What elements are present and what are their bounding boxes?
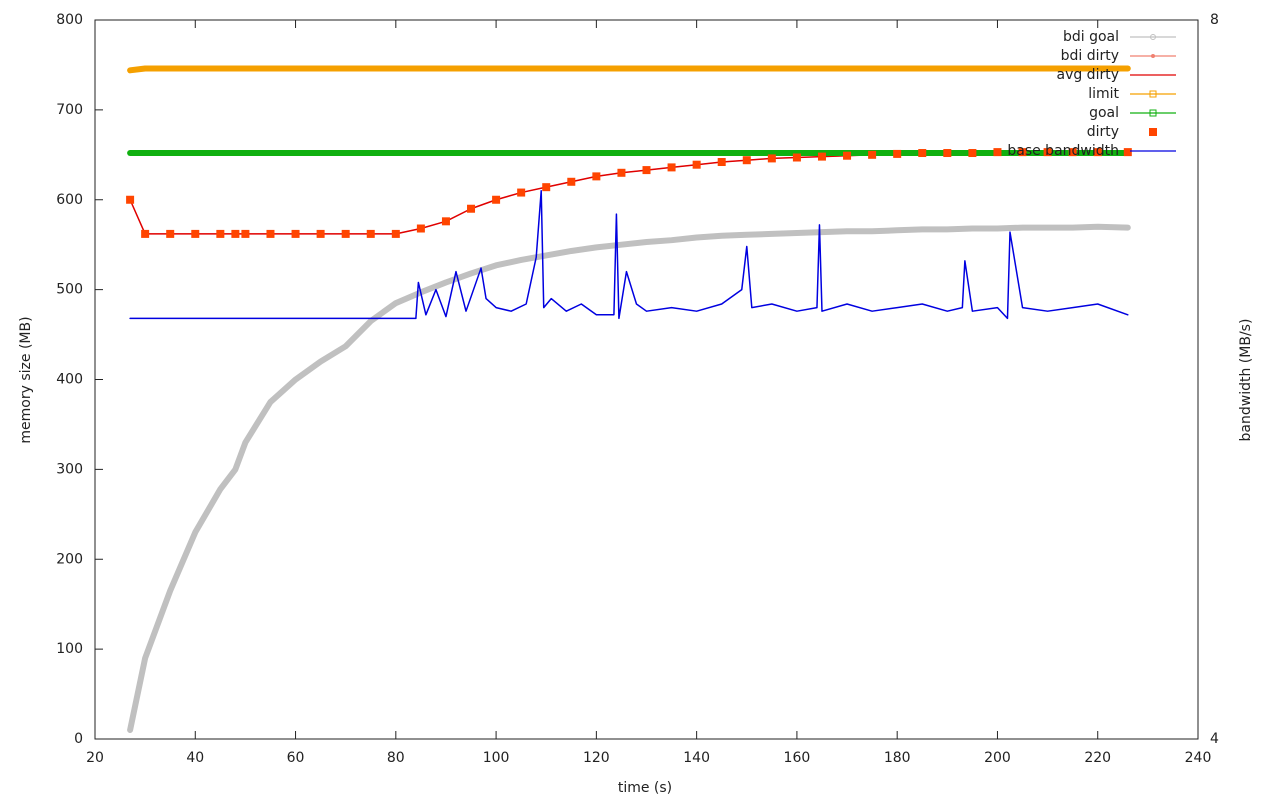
y-axis-label: memory size (MB) <box>18 316 34 443</box>
data-point <box>767 154 776 163</box>
x-axis-label: time (s) <box>618 780 672 796</box>
y-tick-label: 100 <box>56 641 83 657</box>
data-point <box>567 177 576 186</box>
y-tick-label: 300 <box>56 461 83 477</box>
x-tick-label: 120 <box>583 750 610 766</box>
data-point <box>642 166 651 175</box>
data-point <box>341 229 350 238</box>
data-point <box>467 204 476 213</box>
data-point <box>943 149 952 158</box>
data-point <box>141 229 150 238</box>
data-point <box>517 188 526 197</box>
data-point <box>241 229 250 238</box>
x-tick-label: 60 <box>287 750 305 766</box>
data-point <box>266 229 275 238</box>
data-point <box>817 152 826 161</box>
y-tick-label: 700 <box>56 102 83 118</box>
series-line <box>127 65 1131 74</box>
y2-tick-label: 4 <box>1210 731 1219 747</box>
data-point <box>717 158 726 167</box>
plot-border <box>94 19 1199 740</box>
legend-label: dirty <box>1087 124 1119 140</box>
x-tick-label: 200 <box>984 750 1011 766</box>
x-tick-label: 220 <box>1084 750 1111 766</box>
x-tick-label: 80 <box>387 750 405 766</box>
data-point <box>742 156 751 165</box>
data-point <box>1093 148 1102 157</box>
data-point <box>416 224 425 233</box>
legend-marker <box>1151 54 1155 58</box>
x-tick-label: 40 <box>186 750 204 766</box>
data-point <box>441 217 450 226</box>
legend-marker <box>1149 90 1157 98</box>
y2-tick-label: 8 <box>1210 12 1219 28</box>
x-tick-label: 20 <box>86 750 104 766</box>
data-point <box>893 149 902 158</box>
data-point <box>542 183 551 192</box>
y-tick-label: 200 <box>56 551 83 567</box>
legend-marker <box>1149 128 1157 136</box>
x-tick-label: 100 <box>483 750 510 766</box>
series-line <box>127 223 1131 734</box>
y-tick-label: 400 <box>56 372 83 388</box>
data-point <box>868 150 877 159</box>
data-point <box>1123 148 1132 157</box>
legend-marker <box>1149 109 1157 117</box>
series-line <box>129 190 1129 320</box>
series-line <box>129 151 1129 235</box>
y-tick-label: 0 <box>74 731 83 747</box>
data-point <box>1018 148 1027 157</box>
data-point <box>166 229 175 238</box>
series-line <box>129 151 1129 235</box>
legend-label: base bandwidth <box>1007 143 1119 159</box>
legend-label: bdi goal <box>1063 29 1119 45</box>
data-point <box>617 168 626 177</box>
data-point <box>492 195 501 204</box>
data-point <box>1043 148 1052 157</box>
x-tick-label: 240 <box>1185 750 1212 766</box>
y-tick-label: 500 <box>56 282 83 298</box>
legend-label: goal <box>1089 105 1119 121</box>
data-point <box>592 172 601 181</box>
data-point <box>918 149 927 158</box>
data-point <box>843 151 852 160</box>
data-point <box>692 160 701 169</box>
data-point <box>366 229 375 238</box>
data-point <box>667 163 676 172</box>
data-point <box>993 148 1002 157</box>
y-tick-label: 600 <box>56 192 83 208</box>
y2-axis-label: bandwidth (MB/s) <box>1238 319 1254 442</box>
data-point <box>216 229 225 238</box>
data-point <box>792 153 801 162</box>
x-tick-label: 160 <box>784 750 811 766</box>
x-tick-label: 180 <box>884 750 911 766</box>
x-tick-label: 140 <box>683 750 710 766</box>
data-point <box>126 195 135 204</box>
legend-label: limit <box>1088 86 1119 102</box>
data-point <box>316 229 325 238</box>
y-tick-label: 800 <box>56 12 83 28</box>
data-point <box>231 229 240 238</box>
data-point <box>1068 148 1077 157</box>
data-point <box>291 229 300 238</box>
legend-label: bdi dirty <box>1061 48 1119 64</box>
data-point <box>391 229 400 238</box>
legend-marker <box>1150 34 1156 40</box>
legend-label: avg dirty <box>1056 67 1119 83</box>
data-point <box>191 229 200 238</box>
data-point <box>968 149 977 158</box>
